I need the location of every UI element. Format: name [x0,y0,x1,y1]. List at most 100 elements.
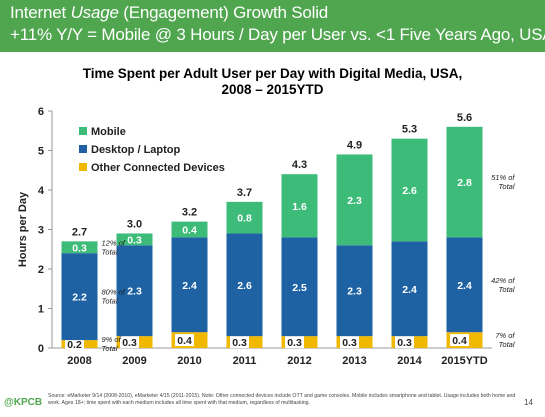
y-tick-label: 5 [38,146,44,158]
kpcb-logo: @KPCB [4,397,43,408]
x-tick-label: 2009 [122,355,146,367]
y-tick-label: 0 [38,343,44,355]
slide-title-line-2: +11% Y/Y = Mobile @ 3 Hours / Day per Us… [10,25,545,44]
slide-header: Internet Usage (Engagement) Growth Solid… [0,0,545,52]
bar-segment [116,245,153,337]
bar-total-label: 5.3 [402,124,417,136]
chart-title-line-1: Time Spent per Adult User per Day with D… [82,66,463,81]
legend-entry: Desktop / Laptop [91,144,181,156]
bar-total-label: 4.9 [347,139,362,151]
bar-total-label: 4.3 [292,159,307,171]
bar-total-label: 3.2 [182,207,197,219]
segment-label-bg [395,336,414,349]
legend-swatch [79,127,87,135]
share-annotation: 51% of [491,173,515,182]
bar-total-label: 2.7 [72,226,87,238]
share-annotation: Total [499,182,515,191]
slide-title-line-1: Internet Usage (Engagement) Growth Solid [10,3,328,23]
bar-segment [226,201,263,234]
bar-segment [336,154,373,246]
bar-segment [226,233,263,337]
bar-value-label: 2.6 [402,185,417,197]
bar-value-label: 0.8 [237,213,252,225]
bar-value-label: 2.4 [182,280,197,292]
bar-value-label: 2.4 [402,284,417,296]
share-annotation: 9% of [102,335,122,344]
chart-title-line-2: 2008 – 2015YTD [221,82,324,97]
segment-label-bg [340,336,359,349]
source-note: Source: eMarketer 9/14 (2008-2010), eMar… [48,393,516,406]
bar-value-label: 2.5 [292,282,307,294]
page-number: 14 [524,398,533,407]
x-tick-label: 2008 [67,355,91,367]
bar-segment [391,241,428,337]
bar-value-label: 0.3 [342,337,357,349]
title-word-usage: Usage [70,3,119,22]
bar-value-label: 2.4 [457,280,472,292]
segment-label-bg [285,336,304,349]
bar-value-label: 0.3 [287,337,302,349]
bar-segment [281,174,318,238]
bar-total-label: 3.7 [237,187,252,199]
bar-segment [61,253,98,341]
bar-value-label: 0.3 [232,337,247,349]
y-tick-label: 3 [38,225,44,237]
bar-segment [446,126,483,238]
x-tick-label: 2012 [287,355,311,367]
bar-segment [171,237,208,333]
share-annotation: 42% of [491,276,515,285]
bar-total-label: 3.0 [127,218,142,230]
bar-value-label: 0.3 [397,337,412,349]
bar-segment [336,245,373,337]
share-annotation: Total [499,340,515,349]
segment-label-bg [175,334,194,347]
segment-label-bg [120,336,139,349]
segment-label-bg [230,336,249,349]
bar-value-label: 0.4 [177,335,192,347]
legend-swatch [79,145,87,153]
bar-value-label: 1.6 [292,201,307,213]
stacked-bar-chart: 0 1 2 3 4 5 6 Hours per Day 0.2 2.2 0.3 2.7 2008 0.3 2… [17,106,515,367]
bar-segment [61,241,98,254]
bar-value-label: 2.2 [72,292,87,304]
bar-segment [116,233,153,246]
bar-value-label: 0.2 [67,339,82,351]
bar-segment [446,237,483,333]
x-tick-label: 2013 [342,355,366,367]
bar-value-label: 0.4 [182,225,197,237]
x-tick-label: 2010 [177,355,201,367]
segment-label-bg [450,334,469,347]
share-annotation: 12% of [102,238,126,247]
segment-label-bg [65,338,84,351]
y-axis-label: Hours per Day [17,191,29,267]
share-annotation: 7% of [495,331,515,340]
y-tick-label: 1 [38,304,44,316]
share-annotation: Total [102,297,118,306]
x-tick-label: 2015YTD [441,355,488,367]
bar-segment [171,221,208,238]
share-annotation: Total [102,247,118,256]
bar-value-label: 0.3 [127,234,142,246]
share-annotation: Total [102,344,118,353]
share-annotation: Total [499,285,515,294]
y-tick-label: 6 [38,106,44,118]
bar-value-label: 2.3 [347,195,362,207]
bar-value-label: 0.3 [72,242,87,254]
title-rest: (Engagement) Growth Solid [123,3,329,22]
y-tick-label: 2 [38,264,44,276]
bar-value-label: 2.3 [127,286,142,298]
title-word-internet: Internet [10,3,67,22]
legend-swatch [79,163,87,171]
share-annotation: 80% of [102,288,126,297]
legend-entry: Other Connected Devices [91,162,225,174]
bar-value-label: 2.3 [347,286,362,298]
bar-value-label: 2.6 [237,280,252,292]
bar-value-label: 0.4 [452,335,467,347]
x-tick-label: 2014 [397,355,422,367]
bar-total-label: 5.6 [457,112,472,124]
bar-segment [391,138,428,242]
legend-entry: Mobile [91,126,126,138]
y-tick-label: 4 [38,185,45,197]
bar-value-label: 2.8 [457,177,472,189]
bar-value-label: 0.3 [122,337,137,349]
